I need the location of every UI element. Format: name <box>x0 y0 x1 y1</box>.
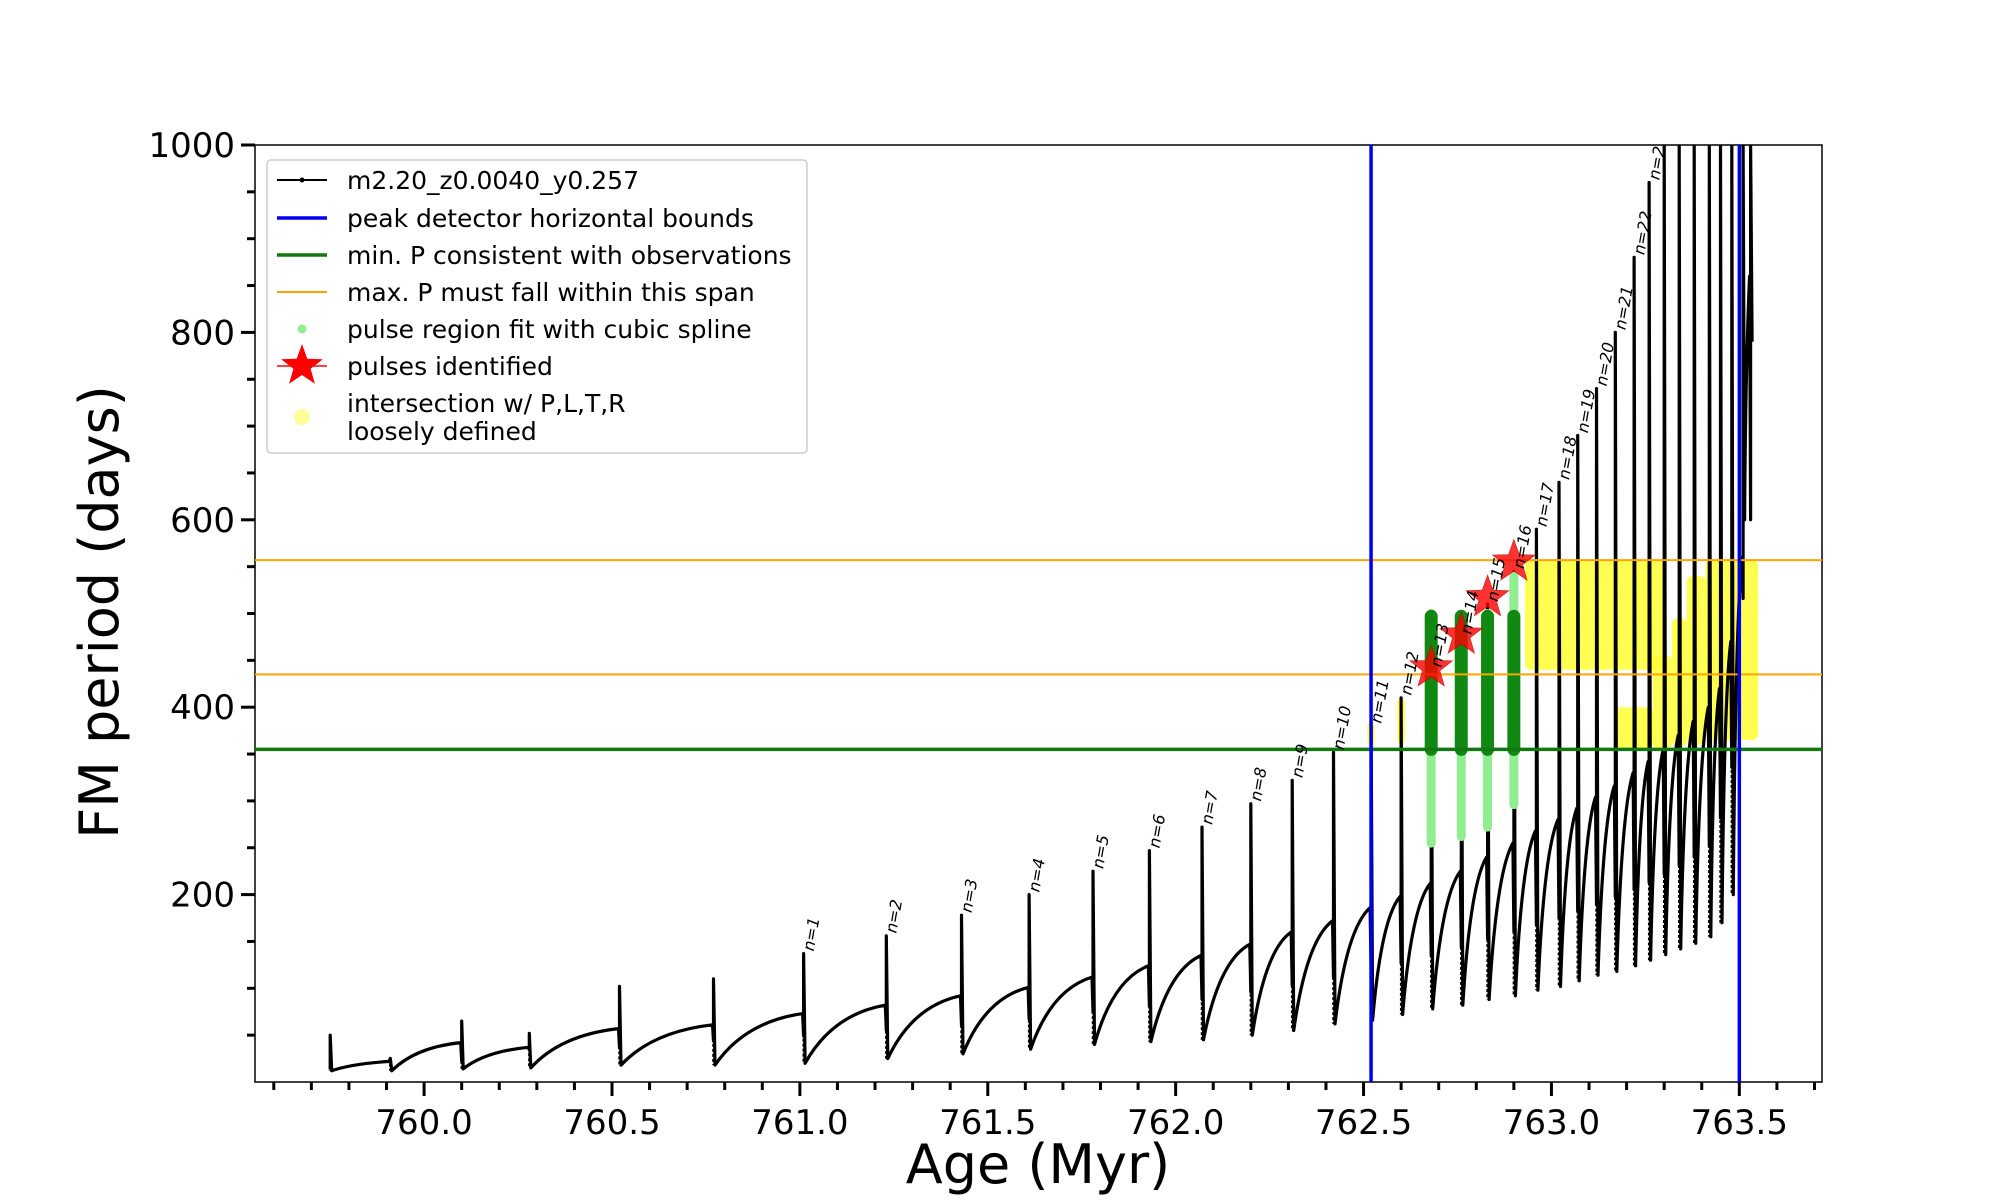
pulse-star-0 <box>1408 644 1454 687</box>
x-tick-label-0: 760.0 <box>375 1103 472 1143</box>
y-tick-label-2: 600 <box>170 501 235 541</box>
legend-label-5: pulses identified <box>347 352 553 381</box>
y-tick-label-4: 1000 <box>148 126 235 166</box>
legend-label-4: pulse region fit with cubic spline <box>347 315 752 344</box>
y-tick-label-0: 200 <box>170 876 235 916</box>
reference-lines <box>255 145 1822 1082</box>
x-tick-label-3: 761.5 <box>939 1103 1036 1143</box>
pulse-star-3 <box>1491 538 1537 581</box>
x-tick-label-5: 762.5 <box>1315 1103 1412 1143</box>
axes: 760.0 760.5 761.0 761.5 762.0 762.5 763.0 763.5… <box>148 126 1816 1143</box>
y-axis-title: FM period (days) <box>68 385 131 839</box>
y-tick-label-1: 400 <box>170 688 235 728</box>
legend-label-2: min. P consistent with observations <box>347 241 792 270</box>
x-tick-label-1: 760.5 <box>563 1103 660 1143</box>
y-tick-label-3: 800 <box>170 313 235 353</box>
model-track-line <box>328 145 1754 1073</box>
legend-marker-4 <box>297 324 307 334</box>
legend-label-3: max. P must fall within this span <box>347 278 755 307</box>
legend-marker-6 <box>294 409 310 425</box>
pulse-star-1 <box>1438 611 1484 654</box>
x-tick-label-6: 763.0 <box>1503 1103 1600 1143</box>
x-tick-label-7: 763.5 <box>1691 1103 1788 1143</box>
legend-label-0: m2.20_z0.0040_y0.257 <box>347 166 639 195</box>
intersection-region-4 <box>1652 655 1672 750</box>
intersection-region-2 <box>1525 560 1665 670</box>
legend-marker-5 <box>281 344 323 384</box>
pulse-star-2 <box>1465 574 1510 617</box>
x-tick-label-2: 761.0 <box>751 1103 848 1143</box>
data-layer <box>328 145 1759 1073</box>
legend-box <box>266 159 808 454</box>
legend-label-1: peak detector horizontal bounds <box>347 204 754 233</box>
legend-marker-dot-0 <box>299 177 305 183</box>
legend-label-6-line2: loosely defined <box>347 417 537 446</box>
x-tick-label-4: 762.0 <box>1127 1103 1224 1143</box>
x-axis-title: Age (Myr) <box>906 1133 1171 1196</box>
legend-label-6: intersection w/ P,L,T,R <box>347 389 626 418</box>
